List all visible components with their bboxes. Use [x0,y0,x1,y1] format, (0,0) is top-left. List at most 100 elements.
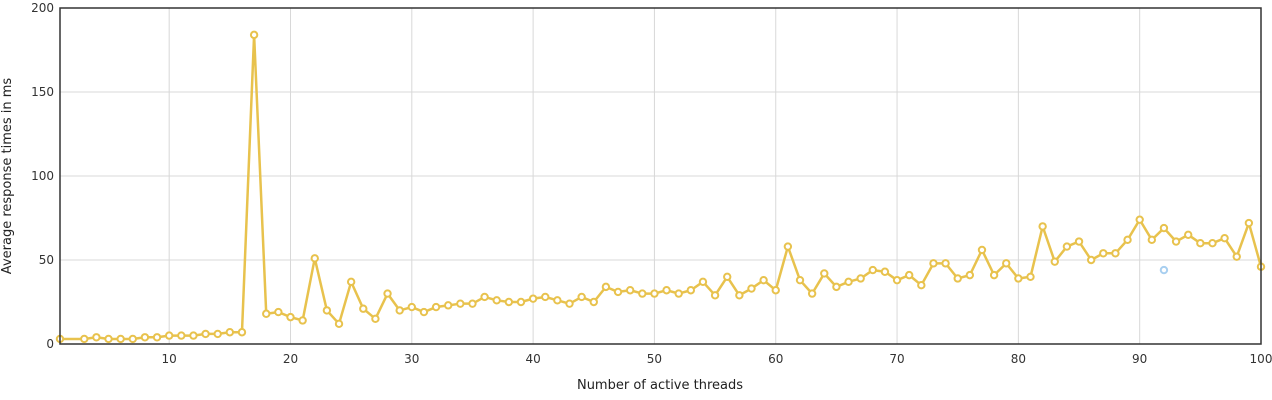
data-point[interactable] [601,282,611,292]
data-point[interactable] [577,292,586,302]
data-point[interactable] [492,296,501,305]
data-point[interactable] [929,259,938,268]
data-point[interactable] [395,306,404,315]
x-axis-title: Number of active threads [577,378,743,393]
data-point[interactable] [565,299,574,308]
data-point[interactable] [856,274,865,283]
data-point[interactable] [1062,242,1072,251]
data-point[interactable] [189,331,198,340]
data-point[interactable] [528,294,538,303]
data-point[interactable] [1171,237,1181,246]
data-point[interactable] [1038,222,1047,231]
data-point[interactable] [783,242,793,251]
data-point[interactable] [274,307,283,317]
data-point[interactable] [880,267,890,276]
data-point[interactable] [431,302,441,312]
data-point[interactable] [1086,255,1096,265]
data-point[interactable] [759,275,768,285]
data-point[interactable] [625,286,635,295]
data-point[interactable] [674,289,683,298]
data-point[interactable] [1123,235,1132,245]
data-point[interactable] [468,299,477,308]
data-point[interactable] [286,312,295,322]
data-point[interactable] [917,281,926,290]
data-point[interactable] [116,334,125,344]
data-point[interactable] [383,289,392,298]
data-point[interactable] [334,319,344,329]
data-point[interactable] [201,329,210,339]
data-point[interactable] [1244,218,1254,228]
data-point[interactable] [650,289,659,298]
data-point[interactable] [1099,249,1108,258]
data-point[interactable] [262,309,271,318]
data-point[interactable] [92,333,101,342]
data-point[interactable] [80,334,89,344]
data-point[interactable] [698,277,708,287]
data-point[interactable] [553,296,562,305]
data-point[interactable] [1159,265,1169,275]
data-point[interactable] [1208,239,1217,248]
data-point[interactable] [771,286,780,295]
data-point[interactable] [1135,215,1144,224]
data-point[interactable] [541,292,550,302]
data-point[interactable] [1159,223,1169,233]
data-point[interactable] [359,304,368,313]
data-point[interactable] [1014,274,1023,283]
data-point[interactable] [965,270,975,280]
data-point[interactable] [989,270,999,280]
data-point[interactable] [735,291,744,300]
data-point[interactable] [892,275,902,285]
data-point[interactable] [1232,252,1241,261]
data-point[interactable] [723,272,732,281]
data-point[interactable] [322,306,332,315]
data-point[interactable] [310,254,319,263]
data-point[interactable] [419,307,429,317]
data-point[interactable] [662,286,671,295]
data-point[interactable] [1196,239,1205,248]
data-point[interactable] [613,287,623,297]
data-point[interactable] [807,289,817,298]
data-point[interactable] [747,284,756,293]
data-point[interactable] [941,259,950,268]
data-point[interactable] [589,297,598,307]
data-point[interactable] [844,277,853,287]
data-point[interactable] [444,301,453,310]
data-point[interactable] [977,245,987,255]
data-point[interactable] [638,289,647,298]
data-point[interactable] [164,331,174,340]
data-point[interactable] [298,316,307,325]
data-point[interactable] [480,292,489,302]
data-point[interactable] [213,329,222,339]
data-point[interactable] [504,297,514,307]
data-point[interactable] [820,269,829,278]
data-point[interactable] [795,275,805,285]
data-point[interactable] [104,334,113,344]
data-point[interactable] [1026,272,1035,281]
data-point[interactable] [1002,259,1011,268]
x-tick-label: 20 [283,352,298,366]
data-point[interactable] [1074,237,1084,246]
data-point[interactable] [407,302,417,312]
data-point[interactable] [1050,257,1059,266]
data-point[interactable] [904,270,914,280]
data-point[interactable] [371,314,380,323]
data-point[interactable] [1111,249,1120,258]
data-point[interactable] [710,291,720,300]
data-point[interactable] [225,328,235,337]
data-point[interactable] [237,328,247,337]
data-point[interactable] [456,299,465,308]
data-point[interactable] [686,286,696,295]
data-point[interactable] [1184,230,1193,240]
data-point[interactable] [152,333,162,342]
data-point[interactable] [140,333,150,342]
data-point[interactable] [177,331,186,340]
data-point[interactable] [1147,235,1157,245]
data-point[interactable] [516,297,526,307]
data-point[interactable] [249,30,259,40]
data-point[interactable] [128,334,137,344]
data-point[interactable] [1220,233,1229,243]
data-point[interactable] [953,274,962,283]
data-point[interactable] [868,265,877,275]
data-point[interactable] [346,277,356,287]
data-point[interactable] [832,282,841,292]
